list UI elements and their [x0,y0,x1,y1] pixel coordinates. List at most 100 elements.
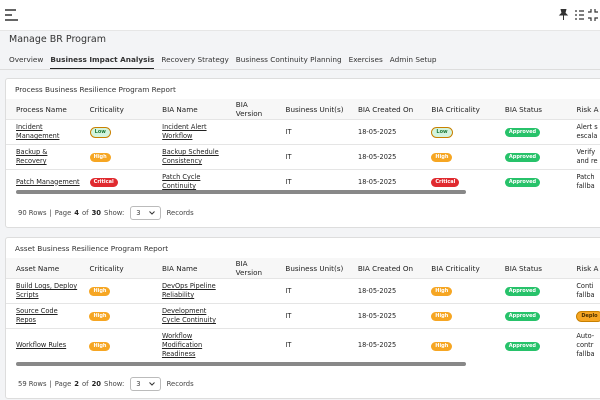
cell: High [79,303,152,329]
pagination: 90 Rows | Page 4 of 30 Show: 3 Records [18,206,194,220]
cell: High [421,144,495,170]
cell: 18-05-2025 [348,144,422,170]
cell[interactable]: DevOps Pipeline Reliability [151,278,226,304]
cell: 18-05-2025 [348,169,422,194]
column-header: BIA Name [152,99,226,120]
cell: 18-05-2025 [347,303,422,329]
page-label: Page [54,380,72,388]
cell: Critical [79,169,153,194]
report-card: Asset Business Resilience Program Report… [5,237,600,399]
report-table: Asset Name Criticality BIA Name BIA Version… [6,258,600,362]
cell: Patch fallba [566,169,600,194]
cell[interactable]: Backup & Recovery [6,144,80,170]
card-title: Asset Business Resilience Program Report [15,244,169,253]
cell: Approved [494,303,567,329]
cell[interactable]: Workflow Rules [6,328,80,362]
cell [225,303,276,329]
show-label: Show: [104,380,125,388]
cell: Approved [494,119,567,145]
cell: Alert s escala [566,119,600,145]
table-row: Backup & Recovery High Backup Schedule Con… [6,144,600,170]
tab[interactable]: Recovery Strategy [161,55,229,64]
tab[interactable]: Admin Setup [389,55,437,64]
cell-line: fallba [576,291,595,299]
cell[interactable]: Workflow Modification Readiness [151,328,226,362]
cell[interactable]: Build Logs, Deploy Scripts [6,278,80,304]
column-header: Criticality [79,258,152,279]
table-row: Incident Management Low Incident Alert Wor… [6,119,600,145]
column-header: BIA Status [494,99,567,120]
column-header: BIA Criticality [421,258,495,279]
toolbar-icons[interactable] [558,9,598,21]
cell: Approved [494,169,567,194]
cell: IT [275,278,348,304]
cell: Critical [421,169,495,194]
dropdown-arrow [148,211,155,215]
cell[interactable]: Development Cycle Continuity [151,303,226,329]
cell: Auto-contr fallba [566,328,600,362]
cell: IT [275,303,348,329]
cell[interactable]: Patch Cycle Continuity [152,169,226,194]
badge: High [89,312,111,321]
cell: Low [421,119,495,145]
menu-icon[interactable] [5,9,21,21]
cell-line: Verify [576,148,596,156]
report-card: Process Business Resilience Program Repo… [5,78,600,228]
cell: 18-05-2025 [347,328,422,362]
cell [225,278,276,304]
cell: 18-05-2025 [347,278,422,304]
cell [225,169,276,194]
cell: IT [275,144,348,170]
table-row: Workflow Rules High Workflow Modification … [6,328,600,362]
cell: High [421,278,495,304]
page-size-select[interactable]: 3 [130,206,161,220]
cell: High [421,328,495,362]
cell-line: escala [576,132,598,140]
cell[interactable]: Incident Management [6,119,80,145]
tab[interactable]: Overview [9,55,44,64]
header-row: Process Name Criticality BIA Name BIA Versi… [6,99,600,120]
cell: IT [275,119,348,145]
cell[interactable]: Patch Management [6,169,80,194]
tab[interactable]: Business Impact Analysis [50,55,155,70]
cell: Verify and re [566,144,600,170]
card-title: Process Business Resilience Program Repo… [15,85,176,94]
cell[interactable]: Backup Schedule Consistency [152,144,226,170]
tab[interactable]: Business Continuity Planning [235,55,342,64]
cell: Approved [494,278,567,304]
total-pages: 30 [91,209,102,217]
separator: | [49,380,52,388]
table-row: Patch Management Critical Patch Cycle Cont… [6,169,600,194]
cell: High [79,278,152,304]
column-header: Business Unit(s) [275,258,348,279]
badge: Low [89,126,111,138]
cell: Low [79,119,153,145]
cell[interactable]: Incident Alert Workflow [152,119,226,145]
current-page: 2 [74,380,79,388]
scrollbar [16,362,466,366]
badge: High [89,341,111,351]
column-header: Business Unit(s) [275,99,348,120]
cell: Approved [494,144,567,170]
badge: Low [431,126,453,138]
badge: Approved [504,341,540,351]
cell-line: contr [576,341,594,349]
cell: 18-05-2025 [348,119,422,145]
tab[interactable]: Exercises [348,55,383,64]
cell: High [79,328,152,362]
badge: Deplo [576,310,600,322]
records-label: Records [166,380,194,388]
badge: High [89,153,111,162]
page-size-select[interactable]: 3 [130,377,161,391]
badge: Approved [504,312,540,321]
cell: Approved [494,328,567,362]
table-row: Source Code Repos High Development Cycle C… [6,303,600,329]
cell [225,328,276,362]
badge: Approved [504,178,541,187]
column-header: Risk A [566,258,600,279]
badge: High [431,341,453,351]
cell-line: Auto- [576,332,595,340]
row-count: 90 Rows [18,209,47,217]
column-header: BIA Criticality [421,99,495,120]
cell[interactable]: Source Code Repos [6,303,80,329]
